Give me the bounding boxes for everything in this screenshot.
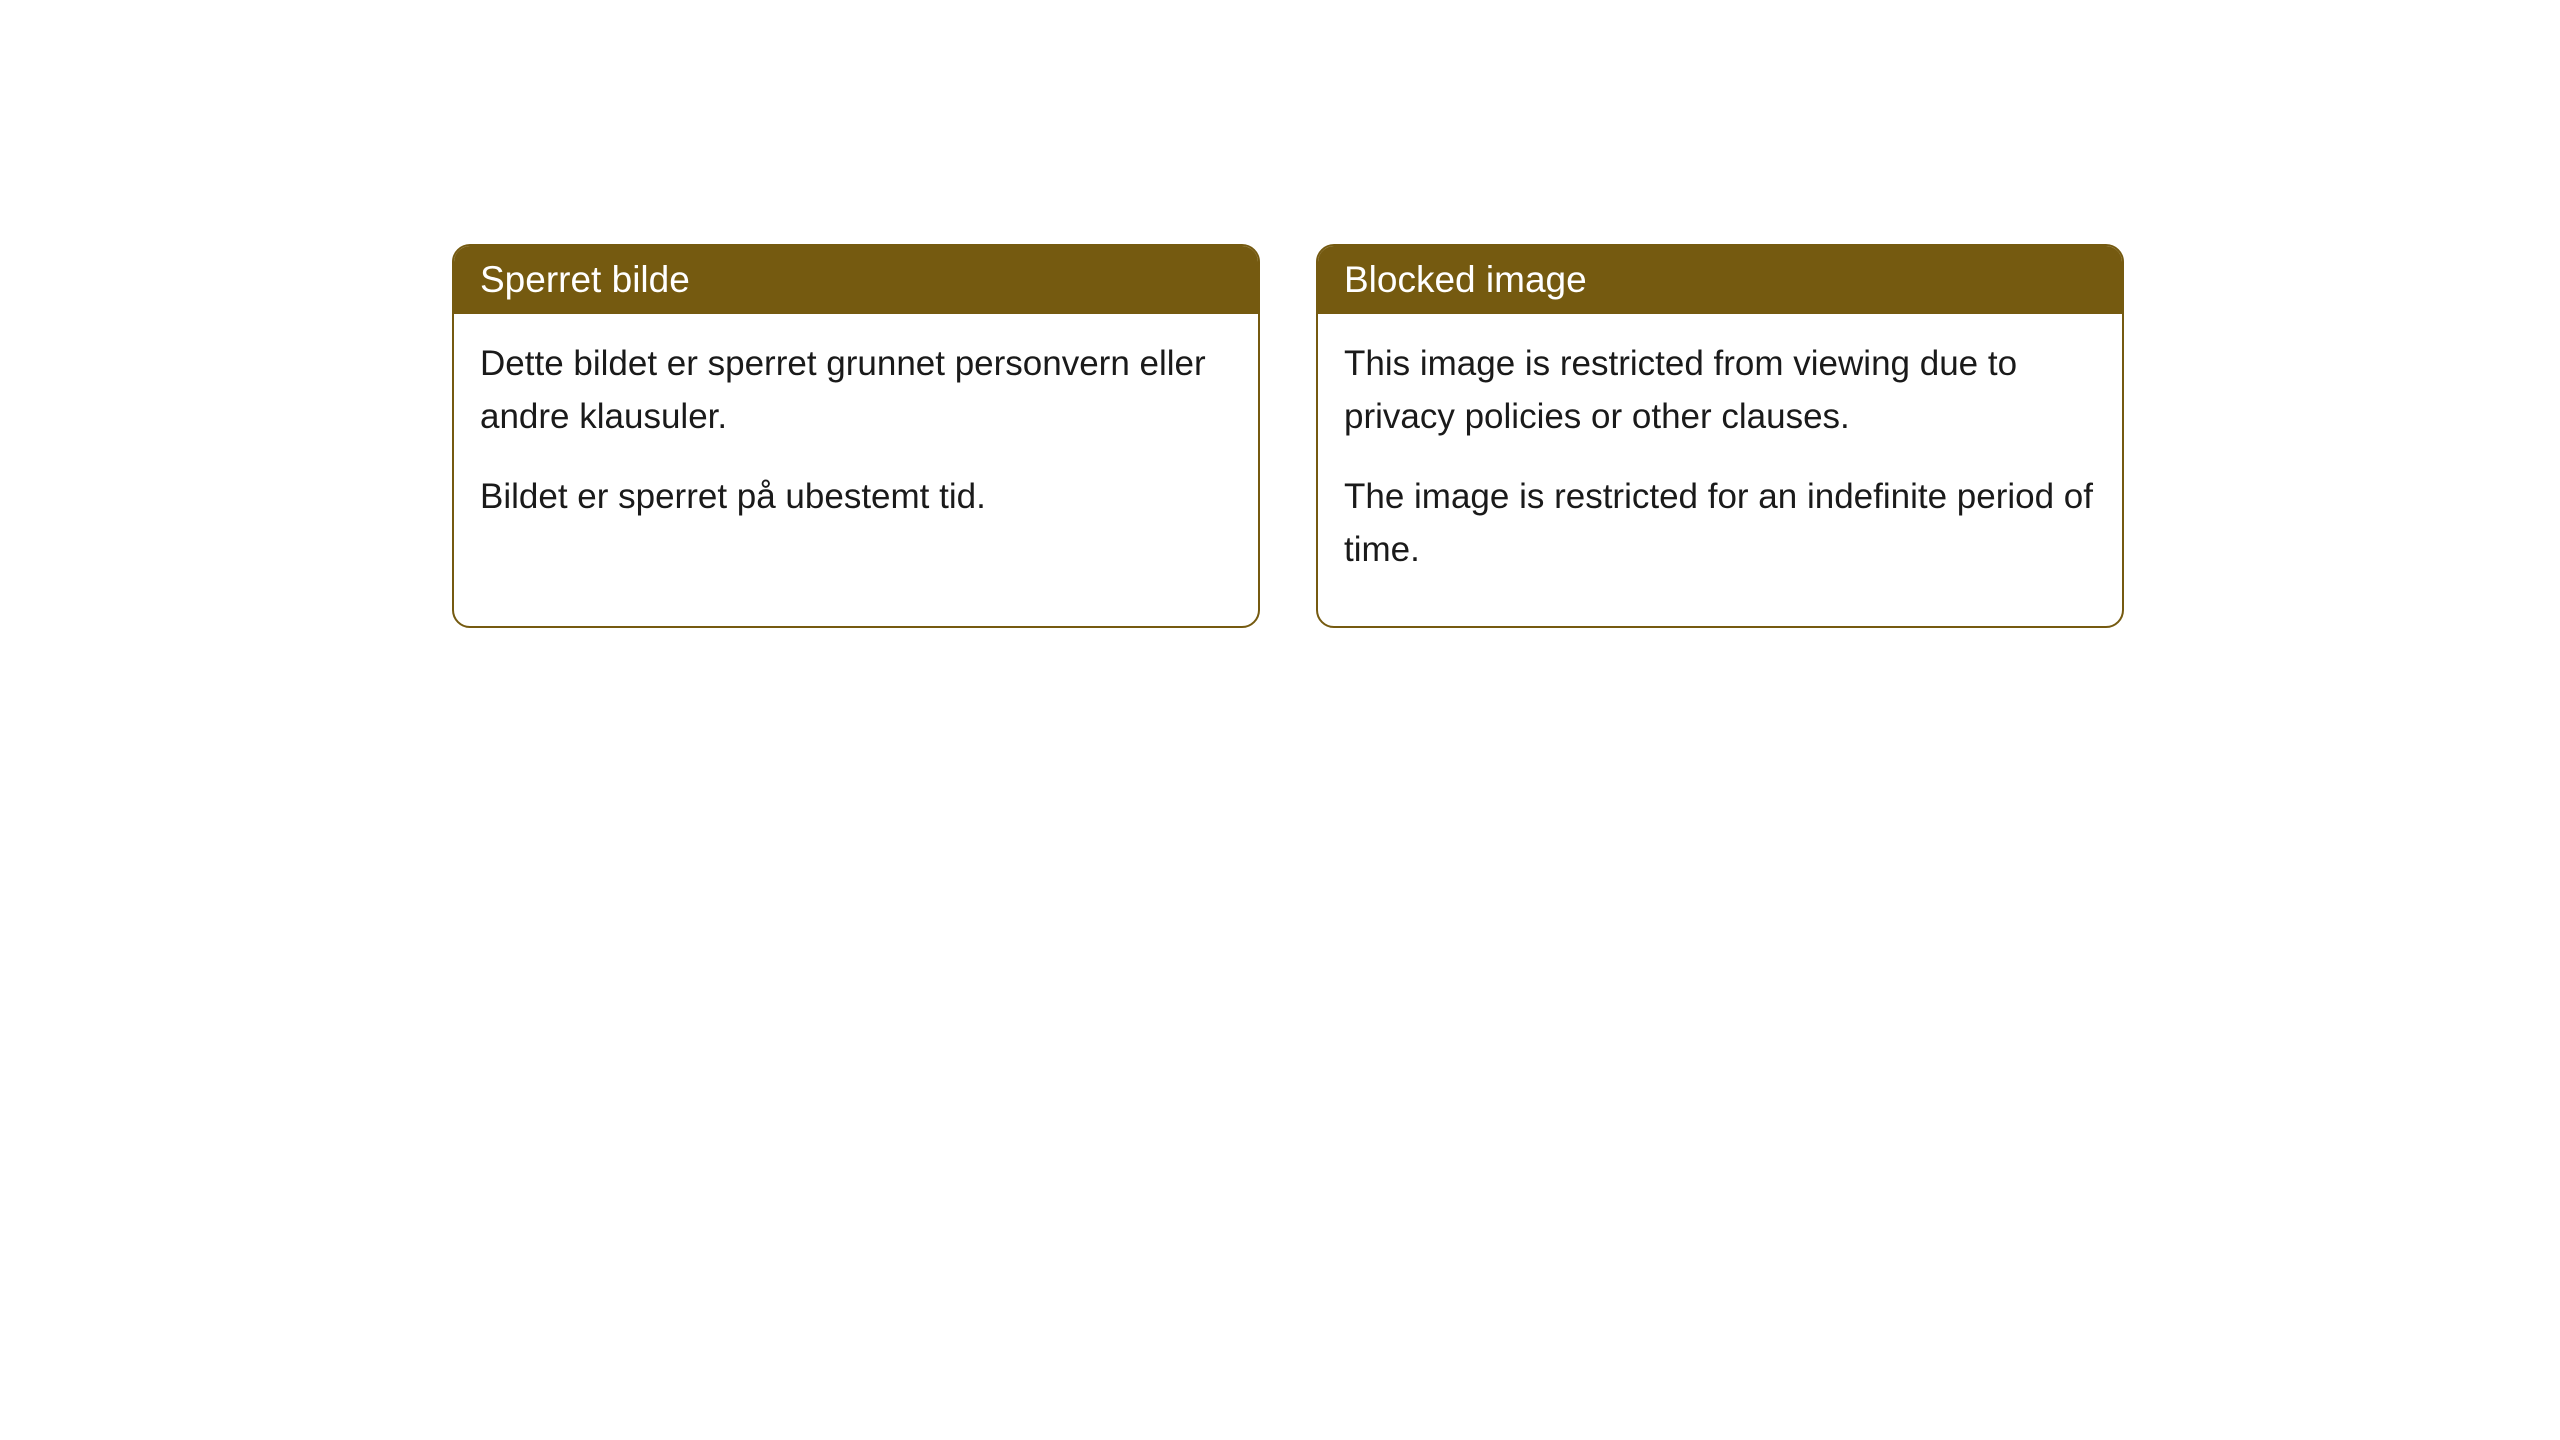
blocked-image-card-norwegian: Sperret bilde Dette bildet er sperret gr…	[452, 244, 1260, 628]
card-body-english: This image is restricted from viewing du…	[1318, 314, 2122, 626]
card-duration-text-english: The image is restricted for an indefinit…	[1344, 471, 2096, 576]
blocked-image-card-english: Blocked image This image is restricted f…	[1316, 244, 2124, 628]
card-reason-text-english: This image is restricted from viewing du…	[1344, 338, 2096, 443]
notice-cards-container: Sperret bilde Dette bildet er sperret gr…	[452, 244, 2124, 628]
card-title-english: Blocked image	[1344, 259, 1587, 300]
card-title-norwegian: Sperret bilde	[480, 259, 690, 300]
card-header-english: Blocked image	[1318, 246, 2122, 314]
card-duration-text-norwegian: Bildet er sperret på ubestemt tid.	[480, 471, 1232, 524]
card-reason-text-norwegian: Dette bildet er sperret grunnet personve…	[480, 338, 1232, 443]
card-header-norwegian: Sperret bilde	[454, 246, 1258, 314]
card-body-norwegian: Dette bildet er sperret grunnet personve…	[454, 314, 1258, 574]
